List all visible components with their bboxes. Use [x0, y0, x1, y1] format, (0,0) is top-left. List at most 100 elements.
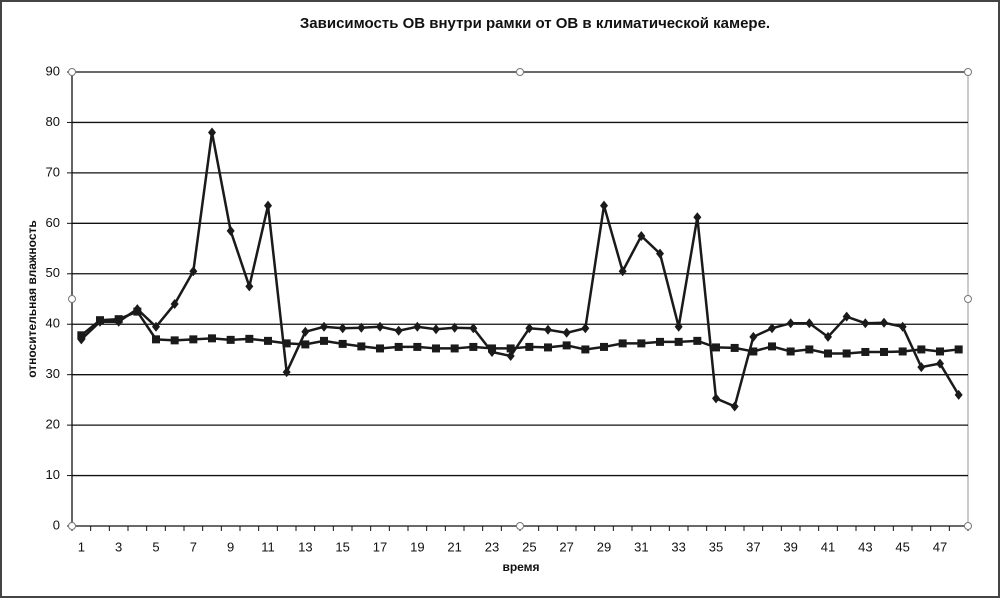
point-marker [618, 339, 627, 348]
point-marker [712, 343, 720, 352]
point-marker [133, 307, 142, 316]
selection-handle [516, 522, 524, 530]
series-line [80, 132, 960, 409]
point-marker [525, 342, 534, 351]
point-marker [581, 323, 590, 334]
x-tick-label: 1 [78, 539, 85, 554]
point-marker [170, 299, 179, 310]
point-marker [693, 212, 702, 223]
point-marker [898, 347, 907, 356]
y-tick-label: 60 [46, 215, 60, 230]
point-marker [637, 339, 646, 348]
point-marker [786, 347, 795, 356]
point-marker [469, 342, 478, 351]
point-marker [954, 389, 963, 400]
point-marker [861, 347, 870, 356]
chart-title: Зависимость ОВ внутри рамки от ОВ в клим… [300, 15, 770, 32]
point-marker [786, 318, 795, 329]
point-marker [600, 342, 608, 351]
point-marker [637, 230, 646, 241]
x-tick-label: 43 [858, 539, 872, 554]
point-marker [96, 316, 104, 325]
selection-handle [68, 68, 76, 76]
x-tick-label: 9 [227, 539, 234, 554]
point-marker [264, 200, 272, 211]
x-tick-label: 11 [261, 539, 275, 554]
point-marker [917, 345, 926, 354]
y-tick-label: 30 [46, 366, 60, 381]
point-marker [376, 344, 384, 353]
point-marker [245, 281, 254, 292]
point-marker [432, 344, 440, 353]
y-tick-label: 50 [46, 265, 60, 280]
x-tick-label: 27 [559, 539, 573, 554]
x-tick-label: 13 [298, 539, 312, 554]
point-marker [413, 321, 422, 332]
point-marker [954, 345, 963, 354]
point-marker [413, 342, 422, 351]
point-marker [152, 321, 160, 332]
point-marker [805, 345, 814, 354]
point-marker [880, 347, 888, 356]
point-marker [432, 324, 440, 335]
point-marker [805, 318, 814, 329]
x-tick-label: 37 [746, 539, 760, 554]
point-marker [320, 336, 328, 345]
point-marker [842, 349, 851, 358]
selection-handle [964, 522, 972, 530]
point-marker [824, 331, 832, 342]
point-marker [226, 225, 235, 236]
selection-handle [68, 295, 76, 303]
point-marker [338, 339, 347, 348]
point-marker [730, 343, 739, 352]
y-tick-label: 10 [46, 467, 60, 482]
x-tick-label: 35 [709, 539, 723, 554]
point-marker [861, 318, 870, 329]
point-marker [152, 335, 160, 344]
point-marker [562, 341, 571, 350]
x-tick-label: 17 [373, 539, 387, 554]
point-marker [506, 351, 515, 362]
point-marker [749, 347, 758, 356]
point-marker [917, 362, 926, 373]
x-axis-title: время [502, 560, 539, 574]
point-marker [581, 345, 590, 354]
x-tick-label: 7 [190, 539, 197, 554]
y-tick-label: 40 [46, 316, 60, 331]
point-marker [469, 323, 478, 334]
point-marker [562, 327, 571, 338]
x-tick-label: 15 [335, 539, 349, 554]
y-tick-label: 80 [46, 114, 60, 129]
y-tick-label: 70 [46, 164, 60, 179]
point-marker [544, 324, 552, 335]
point-marker [693, 336, 702, 345]
x-tick-label: 21 [447, 539, 461, 554]
x-tick-label: 19 [410, 539, 424, 554]
point-marker [618, 266, 627, 277]
point-marker [525, 323, 534, 334]
point-marker [189, 266, 198, 277]
point-marker [282, 367, 291, 378]
y-tick-label: 20 [46, 417, 60, 432]
x-tick-label: 31 [634, 539, 648, 554]
point-marker [749, 331, 758, 342]
x-tick-label: 23 [485, 539, 499, 554]
selection-handle [964, 68, 972, 76]
point-marker [674, 337, 683, 346]
point-marker [282, 339, 291, 348]
point-marker [338, 323, 347, 334]
point-marker [264, 336, 272, 345]
point-marker [208, 334, 216, 343]
point-marker [544, 343, 552, 352]
y-axis-title: относительная влажность [25, 220, 39, 378]
point-marker [898, 321, 907, 332]
point-marker [656, 337, 664, 346]
point-marker [320, 321, 328, 332]
point-marker [245, 334, 254, 343]
point-marker [712, 393, 720, 404]
x-tick-label: 5 [152, 539, 159, 554]
x-tick-label: 47 [933, 539, 947, 554]
point-marker [170, 336, 179, 345]
point-marker [674, 321, 683, 332]
